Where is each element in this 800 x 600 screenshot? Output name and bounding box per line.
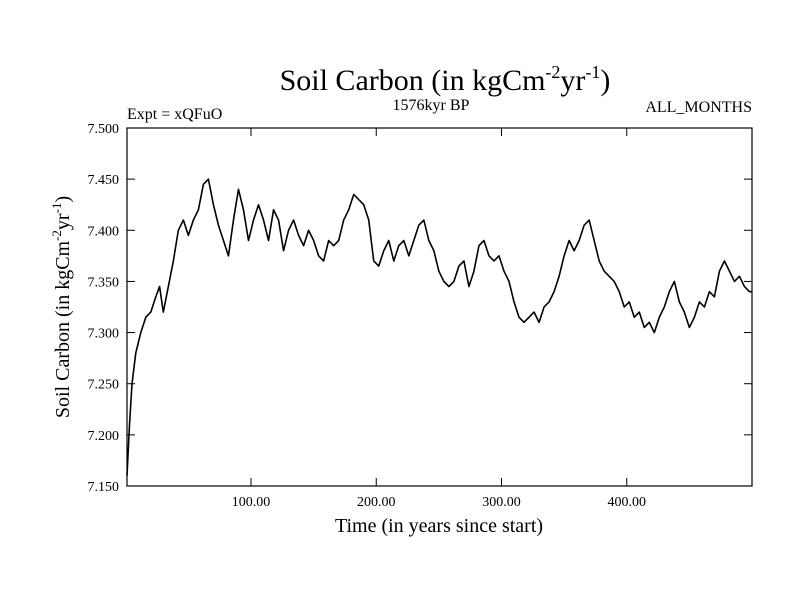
y-axis: 7.150 7.200 7.250 7.300 7.350 7.400 7.450 7.500	[88, 122, 752, 495]
y-axis-title: Soil Carbon (in kgCm-2yr-1)	[49, 196, 74, 418]
chart-title: Soil Carbon (in kgCm-2yr-1)	[280, 62, 611, 97]
subtitle-period: 1576kyr BP	[393, 97, 470, 114]
y-tick-label: 7.450	[88, 173, 120, 188]
y-tick-label: 7.350	[88, 275, 120, 290]
y-tick-label: 7.500	[88, 122, 120, 137]
y-tick-label: 7.300	[88, 327, 120, 342]
y-tick-label: 7.200	[88, 429, 120, 444]
x-axis-title: Time (in years since start)	[335, 515, 543, 537]
subtitle-months: ALL_MONTHS	[645, 99, 752, 116]
y-tick-label: 7.150	[88, 480, 120, 495]
y-tick-label: 7.400	[88, 224, 120, 239]
x-tick-label: 300.00	[482, 495, 521, 510]
x-axis: 100.00 200.00 300.00 400.00	[232, 128, 646, 510]
series-line	[126, 178, 752, 476]
x-tick-label: 200.00	[357, 495, 396, 510]
subtitle-expt: Expt = xQFuO	[127, 106, 222, 123]
y-tick-label: 7.250	[88, 378, 120, 393]
plot-frame	[126, 127, 753, 487]
x-tick-label: 100.00	[232, 495, 271, 510]
x-tick-label: 400.00	[607, 495, 646, 510]
